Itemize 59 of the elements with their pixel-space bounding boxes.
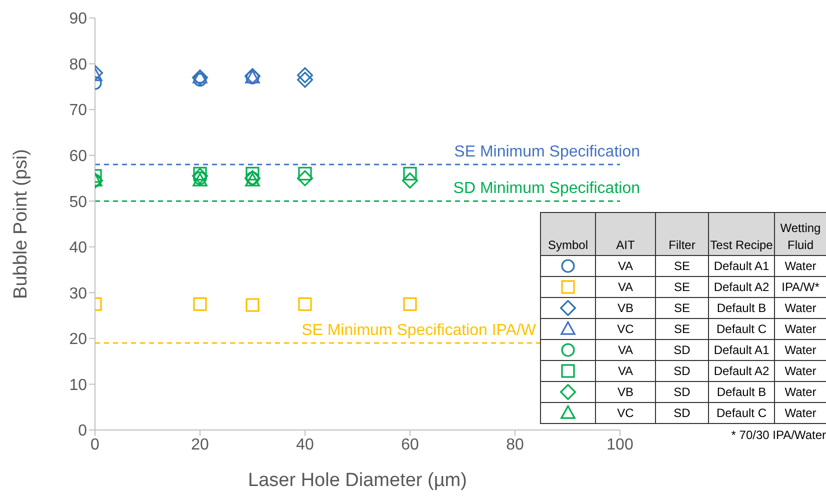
text: Default A2	[708, 360, 774, 382]
text: Water	[774, 402, 826, 424]
text: Filter	[656, 212, 708, 256]
y-tick-label: 90	[69, 10, 88, 28]
text: SE	[656, 298, 708, 318]
y-tick-label: 40	[69, 240, 88, 257]
annotation: VB	[596, 382, 656, 402]
text: Water	[774, 360, 826, 382]
x-axis-title: Laser Hole Diameter (µm)	[248, 470, 467, 491]
y-tick-label: 20	[69, 331, 88, 348]
y-tick-label: 70	[69, 102, 88, 120]
text: Water	[774, 340, 826, 360]
y-tick-label: 50	[69, 194, 88, 211]
text: Default C	[708, 402, 774, 424]
annotation: AIT	[596, 212, 656, 256]
y-tick-label: 0	[78, 422, 88, 440]
text: IPA/W*	[774, 276, 826, 298]
y-tick-label: 60	[69, 148, 88, 166]
text: Water	[774, 256, 826, 276]
y-tick-label: 10	[69, 376, 88, 394]
annotation: VA	[596, 360, 656, 382]
text: SD	[656, 402, 708, 424]
x-tick-label: 80	[506, 436, 524, 454]
text: Default A1	[708, 340, 774, 360]
annotation: Symbol	[540, 212, 596, 256]
x-tick-label: 40	[296, 436, 314, 454]
ref-line-label: SE Minimum Specification	[454, 143, 640, 160]
x-tick-label: 20	[191, 436, 209, 454]
text: Water	[774, 318, 826, 340]
text: Default A2	[708, 276, 774, 298]
text: Default B	[708, 298, 774, 318]
annotation: VC	[596, 402, 656, 424]
annotation: VA	[596, 256, 656, 276]
annotation: VB	[596, 298, 656, 318]
y-axis-title: Bubble Point (psi)	[10, 149, 32, 299]
text: * 70/30 IPA/Water	[731, 428, 826, 442]
annotation: VA	[596, 340, 656, 360]
text: Default C	[708, 318, 774, 340]
text: SD	[656, 340, 708, 360]
text: Default B	[708, 382, 774, 402]
text: SD	[656, 360, 708, 382]
text: SE	[656, 256, 708, 276]
x-tick-label: 60	[401, 436, 419, 454]
annotation: VC	[596, 318, 656, 340]
x-tick-label: 0	[90, 436, 100, 454]
ref-line-label: SD Minimum Specification	[453, 180, 640, 198]
x-tick-label: 100	[606, 436, 634, 454]
text: SE	[656, 318, 708, 340]
y-tick-label: 30	[69, 285, 88, 302]
annotation: VA	[596, 276, 656, 298]
text: Water	[774, 298, 826, 318]
text: Default A1	[708, 256, 774, 276]
text: Test Recipe	[708, 212, 774, 256]
text: SE	[656, 276, 708, 298]
text: Wetting Fluid	[774, 212, 826, 256]
text: SD	[656, 382, 708, 402]
y-tick-label: 80	[69, 56, 88, 74]
ref-line-label: SE Minimum Specification IPA/W	[302, 322, 537, 340]
text: Water	[774, 382, 826, 402]
